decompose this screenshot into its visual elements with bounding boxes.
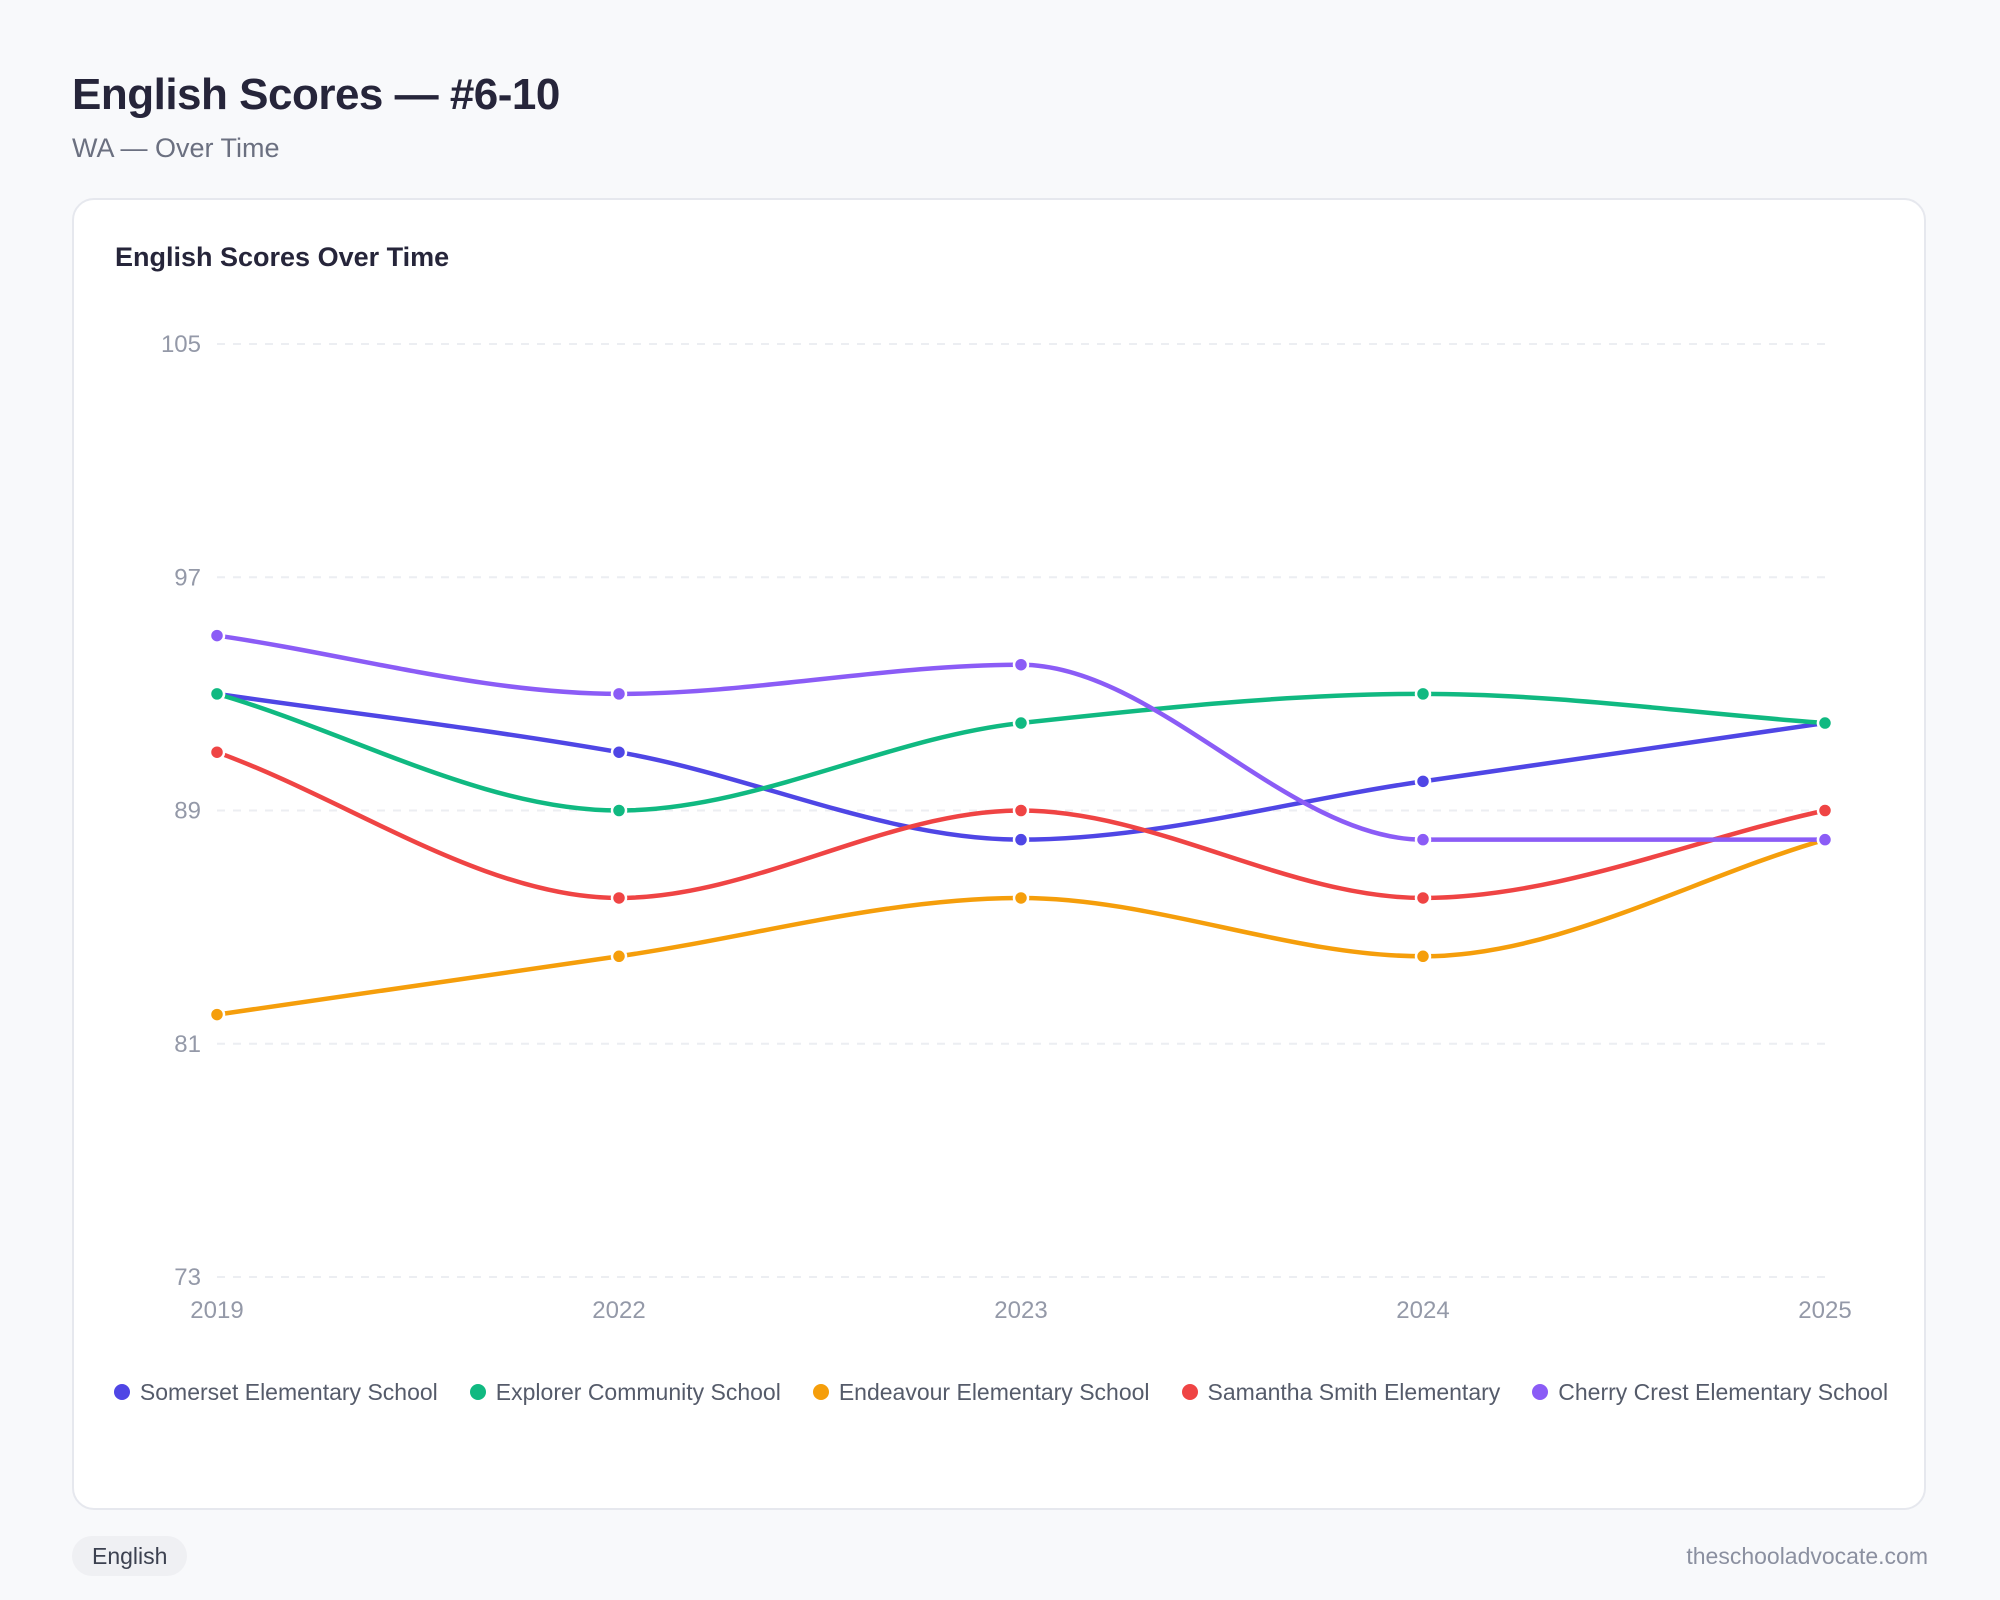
legend-label: Somerset Elementary School <box>139 1378 438 1405</box>
legend-swatch-icon <box>812 1384 829 1400</box>
page-title: English Scores — #6-10 <box>72 70 560 119</box>
line-chart: 73 81 89 97 105 2019 2022 2023 2024 2025 <box>161 331 1852 1324</box>
legend-label: Samantha Smith Elementary <box>1207 1378 1501 1405</box>
data-point <box>1816 831 1834 848</box>
legend-swatch-icon <box>469 1384 486 1400</box>
page-subtitle: WA — Over Time <box>72 133 280 163</box>
legend-item[interactable]: Cherry Crest Elementary School <box>1532 1378 1888 1406</box>
data-point <box>1012 714 1030 732</box>
x-tick-label: 2019 <box>190 1297 243 1324</box>
legend-label: Explorer Community School <box>495 1378 781 1405</box>
data-point <box>1816 802 1834 819</box>
data-point <box>1414 685 1432 703</box>
chart-card: English Scores Over Time 73 81 89 97 105 2019… <box>72 198 1926 1510</box>
site-link[interactable]: theschooladvocate.com <box>1686 1543 1928 1569</box>
legend-swatch-icon <box>1181 1384 1198 1400</box>
y-tick-label: 81 <box>174 1031 201 1058</box>
y-tick-label: 89 <box>174 798 201 825</box>
x-tick-label: 2024 <box>1396 1297 1449 1324</box>
data-point <box>610 948 628 965</box>
legend-item[interactable]: Samantha Smith Elementary <box>1181 1378 1501 1406</box>
series-line <box>214 691 1828 813</box>
data-point <box>1414 773 1432 790</box>
data-point <box>208 1006 226 1023</box>
data-point <box>208 743 226 761</box>
data-point <box>208 685 226 703</box>
chart-legend: Somerset Elementary School Explorer Commu… <box>74 1378 1928 1406</box>
data-point <box>1012 831 1030 848</box>
data-point <box>610 743 628 761</box>
chart-title: English Scores Over Time <box>115 242 450 272</box>
data-point <box>1414 948 1432 965</box>
x-tick-label: 2023 <box>994 1297 1047 1324</box>
series-line <box>214 749 1828 901</box>
legend-item[interactable]: Somerset Elementary School <box>113 1378 438 1406</box>
y-tick-label: 97 <box>174 564 201 591</box>
legend-item[interactable]: Explorer Community School <box>469 1378 781 1406</box>
subject-badge: English <box>72 1536 188 1576</box>
data-point <box>1414 831 1432 848</box>
legend-swatch-icon <box>113 1384 130 1400</box>
data-point <box>208 627 226 644</box>
data-point <box>610 685 628 703</box>
legend-swatch-icon <box>1532 1384 1549 1400</box>
y-tick-label: 73 <box>174 1264 201 1291</box>
series-line <box>214 837 1828 1017</box>
legend-label: Endeavour Elementary School <box>838 1378 1150 1405</box>
legend-label: Cherry Crest Elementary School <box>1558 1378 1889 1405</box>
legend-item[interactable]: Endeavour Elementary School <box>812 1378 1150 1406</box>
data-point <box>1012 802 1030 819</box>
y-tick-label: 105 <box>161 331 201 358</box>
data-point <box>1414 889 1432 907</box>
data-point <box>610 889 628 907</box>
x-tick-label: 2022 <box>592 1297 645 1324</box>
data-point <box>1012 889 1030 907</box>
data-point <box>1816 714 1834 732</box>
data-point <box>610 802 628 819</box>
x-tick-label: 2025 <box>1798 1297 1851 1324</box>
data-point <box>1012 656 1030 673</box>
